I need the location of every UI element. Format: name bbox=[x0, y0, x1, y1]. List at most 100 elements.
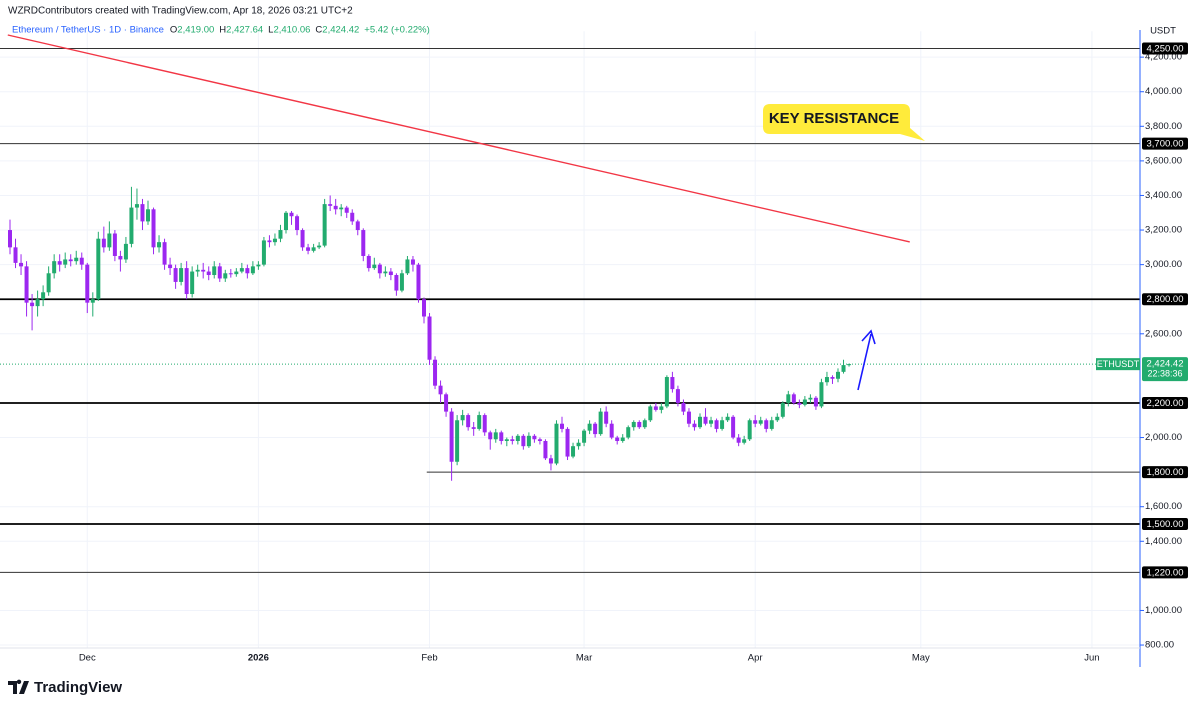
candle-body bbox=[499, 432, 504, 442]
candle-body bbox=[515, 435, 520, 442]
candle-body bbox=[460, 415, 465, 421]
legend-value: 2,424.42 bbox=[322, 25, 359, 36]
candle-body bbox=[57, 261, 62, 265]
candle-body bbox=[234, 271, 239, 275]
y-tick-label: 800.00 bbox=[1145, 640, 1174, 651]
candle-body bbox=[13, 247, 18, 263]
candle-body bbox=[96, 238, 101, 300]
candle-body bbox=[168, 264, 173, 269]
candle-body bbox=[698, 416, 702, 428]
candle-body bbox=[659, 406, 664, 410]
candle-body bbox=[284, 212, 288, 231]
candle-body bbox=[383, 271, 388, 274]
candle-body bbox=[786, 394, 791, 403]
candle-body bbox=[504, 439, 509, 442]
candle-body bbox=[250, 266, 255, 274]
candle-body bbox=[245, 268, 250, 274]
y-tick-label: 4,000.00 bbox=[1145, 86, 1182, 97]
candle-body bbox=[493, 432, 498, 440]
candle-body bbox=[311, 247, 316, 251]
y-tick-label: 3,800.00 bbox=[1145, 121, 1182, 132]
candle-body bbox=[388, 271, 393, 276]
candle-body bbox=[626, 427, 631, 438]
candle-body bbox=[510, 439, 515, 442]
candle-body bbox=[179, 268, 184, 282]
candle-body bbox=[68, 259, 73, 262]
legend-value: 2,419.00 bbox=[177, 25, 214, 36]
candle-body bbox=[576, 442, 581, 447]
candle-body bbox=[648, 406, 653, 421]
candle-body bbox=[488, 432, 493, 440]
candle-body bbox=[775, 416, 780, 421]
candle-body bbox=[620, 437, 625, 442]
candle-body bbox=[532, 435, 537, 440]
candle-body bbox=[830, 377, 835, 379]
candle-body bbox=[366, 255, 371, 269]
candle-body bbox=[118, 255, 123, 260]
candle-body bbox=[195, 269, 200, 272]
candle-body bbox=[267, 240, 272, 243]
candle-body bbox=[714, 420, 719, 429]
candle-body bbox=[433, 359, 438, 386]
candle-body bbox=[709, 420, 714, 424]
level-label: 1,220.00 bbox=[1147, 567, 1184, 578]
arrow bbox=[857, 329, 876, 391]
logo-mark bbox=[8, 679, 29, 694]
symbol-tag-label: ETHUSDT bbox=[1097, 359, 1140, 369]
candle-body bbox=[521, 435, 526, 447]
candle-body bbox=[74, 257, 79, 262]
candle-body bbox=[151, 209, 156, 248]
candle-body bbox=[101, 238, 106, 248]
symbol-tag bbox=[1096, 358, 1140, 371]
price-tag bbox=[1142, 357, 1188, 382]
candle-body bbox=[670, 377, 675, 390]
candle-body bbox=[444, 394, 449, 412]
trendline bbox=[7, 34, 910, 243]
candle-body bbox=[228, 273, 233, 275]
candle-body bbox=[455, 420, 460, 462]
header: WZRDContributors created with TradingVie… bbox=[8, 6, 353, 17]
price-tag-countdown: 22:38:36 bbox=[1147, 369, 1182, 379]
candle-body bbox=[333, 205, 338, 210]
level-label-box bbox=[1142, 396, 1188, 409]
candle-body bbox=[482, 415, 487, 433]
candle-body bbox=[802, 399, 807, 405]
candle-body bbox=[41, 292, 46, 300]
candle-body bbox=[223, 273, 228, 279]
candle-body bbox=[720, 420, 725, 429]
y-tick-label: 4,200.00 bbox=[1145, 52, 1182, 63]
candle-body bbox=[681, 402, 686, 412]
candle-body bbox=[582, 430, 587, 443]
candle-body bbox=[593, 423, 598, 435]
y-tick-label: 1,600.00 bbox=[1145, 501, 1182, 512]
candle-body bbox=[317, 245, 322, 248]
candle-body bbox=[747, 420, 752, 440]
candle-body bbox=[79, 257, 84, 265]
candle-body bbox=[841, 365, 846, 372]
candle-body bbox=[306, 247, 311, 251]
candle-body bbox=[642, 420, 647, 428]
legend-key: L bbox=[268, 25, 273, 36]
candle-body bbox=[46, 273, 51, 293]
candle-body bbox=[162, 242, 167, 265]
candle-body bbox=[764, 420, 769, 429]
candle-body bbox=[736, 437, 741, 443]
candle-body bbox=[322, 204, 327, 246]
candle-body bbox=[52, 261, 57, 274]
candle-body bbox=[184, 268, 189, 295]
candle-body bbox=[537, 439, 542, 442]
candle-body bbox=[758, 420, 763, 424]
candle-body bbox=[471, 427, 476, 429]
legend-value: +5.42 (+0.22%) bbox=[364, 25, 430, 36]
candle-body bbox=[703, 416, 708, 424]
y-tick-label: 1,000.00 bbox=[1145, 605, 1182, 616]
candle-body bbox=[653, 406, 658, 410]
candle-body bbox=[675, 389, 680, 403]
candle-body bbox=[112, 233, 117, 256]
y-tick-label: 2,600.00 bbox=[1145, 328, 1182, 339]
level-label-box bbox=[1142, 466, 1188, 479]
candle-body bbox=[355, 221, 360, 231]
x-tick-label: Apr bbox=[748, 653, 763, 664]
